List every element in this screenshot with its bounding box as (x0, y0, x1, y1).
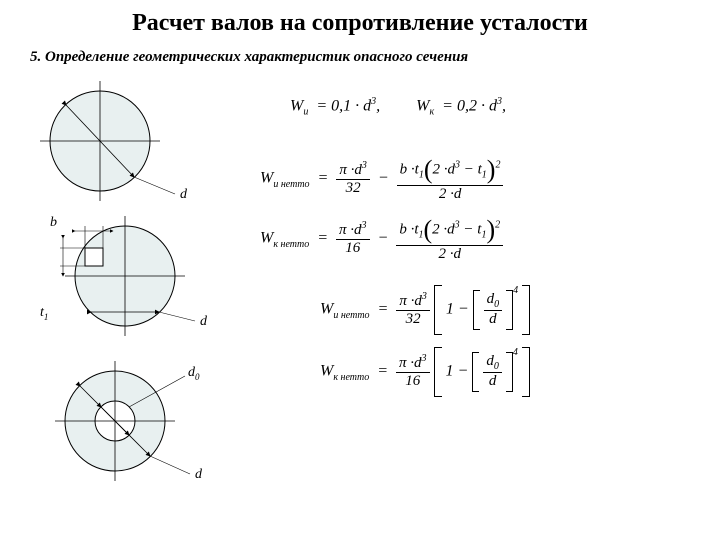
label-d-1: d (180, 187, 188, 202)
label-t1: t1 (40, 305, 48, 322)
diagram-keyway-circle: b t1 d (30, 206, 230, 346)
diagrams-column: d b t1 d (0, 66, 260, 496)
diagram-solid-circle: d (30, 76, 200, 206)
formula-hollow-bending: Wи нетто = π ·d3 32 1 − d0 d 4 (320, 285, 720, 335)
formulas-column: Wи = 0,1 · d3, Wк = 0,2 · d3, Wи нетто =… (260, 66, 720, 496)
page-subtitle: 5. Определение геометрических характерис… (0, 37, 720, 66)
diagram-hollow-circle: d0 d (30, 346, 230, 496)
label-d-2: d (200, 314, 208, 329)
label-d0: d0 (188, 365, 200, 382)
label-d-3: d (195, 467, 203, 482)
formula-hollow-torsion: Wк нетто = π ·d3 16 1 − d0 d 4 (320, 347, 720, 397)
label-b: b (50, 215, 57, 230)
content-area: d b t1 d (0, 66, 720, 496)
page-title: Расчет валов на сопротивление усталости (0, 0, 720, 37)
formula-keyway-torsion: Wк нетто = π ·d3 16 − b ·t1(2 ·d3 − t1)2… (260, 215, 720, 263)
formula-simple: Wи = 0,1 · d3, Wк = 0,2 · d3, (290, 96, 720, 118)
formula-keyway-bending: Wи нетто = π ·d3 32 − b ·t1(2 ·d3 − t1)2… (260, 155, 720, 203)
